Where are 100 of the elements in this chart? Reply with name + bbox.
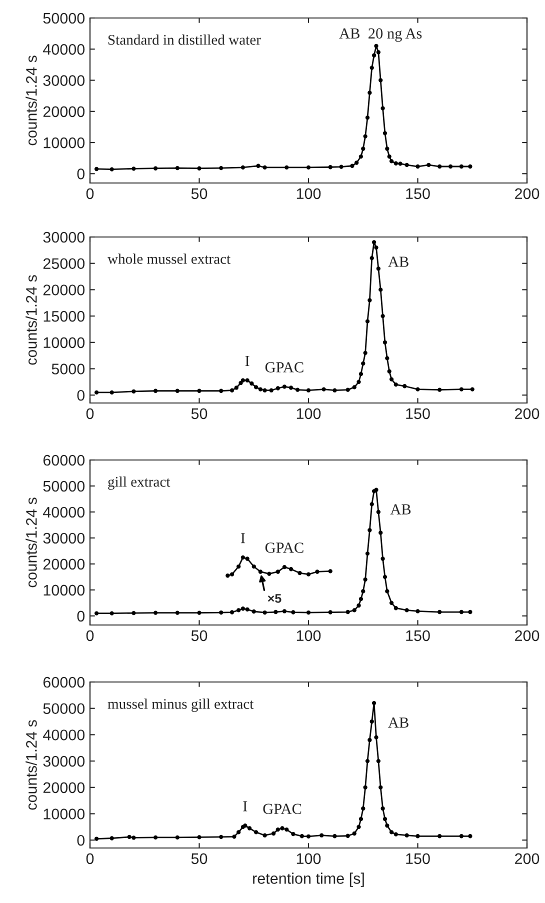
annotation: GPAC <box>265 362 304 372</box>
point <box>282 609 287 614</box>
point <box>219 388 224 393</box>
point <box>153 835 158 840</box>
point <box>328 610 332 614</box>
point <box>252 564 256 569</box>
y-tick-label: 0 <box>77 168 85 180</box>
point <box>470 387 474 392</box>
x-tick-label: 100 <box>296 408 321 420</box>
point <box>438 388 442 392</box>
annotation: I <box>243 801 248 812</box>
point <box>254 385 258 390</box>
y-tick-label: 30000 <box>43 232 85 243</box>
point <box>236 564 241 569</box>
annotation: AB <box>388 717 408 728</box>
y-tick-label: 5000 <box>52 364 85 374</box>
x-axis-title: retention time [s] <box>253 872 364 887</box>
point <box>416 387 420 392</box>
point <box>448 164 453 169</box>
annotation: GPAC <box>263 804 302 814</box>
point <box>291 610 296 614</box>
point <box>382 816 388 822</box>
point <box>352 385 356 390</box>
point <box>394 382 398 387</box>
point <box>346 610 350 614</box>
y-tick-label: 30000 <box>43 756 85 767</box>
point <box>361 146 366 151</box>
point <box>404 608 409 612</box>
point <box>374 44 378 48</box>
point <box>438 164 442 169</box>
point <box>374 488 378 492</box>
y-axis-title: counts/1.24 s <box>26 720 37 810</box>
point <box>262 388 267 392</box>
point <box>94 836 99 841</box>
y-tick-label: 0 <box>77 834 85 846</box>
point <box>276 570 280 574</box>
point <box>404 833 409 838</box>
point <box>365 319 370 324</box>
point <box>358 372 364 376</box>
y-tick-label: 30000 <box>43 532 85 544</box>
point <box>110 167 114 172</box>
point <box>368 528 372 532</box>
annotation: ×5 <box>268 594 282 603</box>
point <box>315 570 320 574</box>
point <box>358 154 364 159</box>
point <box>352 831 356 836</box>
point <box>175 388 180 393</box>
point <box>365 116 370 120</box>
y-tick-label: 0 <box>77 390 85 401</box>
y-tick-label: 0 <box>77 610 85 622</box>
point <box>374 735 378 740</box>
point <box>267 572 272 576</box>
y-tick-label: 40000 <box>43 730 85 740</box>
point <box>361 589 366 594</box>
point <box>370 502 374 506</box>
point <box>240 165 246 170</box>
x-tick-label: 0 <box>86 630 94 642</box>
point <box>110 836 114 840</box>
point <box>378 785 383 790</box>
point <box>256 164 260 168</box>
point <box>300 834 304 838</box>
point <box>370 719 374 724</box>
y-tick-label: 60000 <box>43 454 85 466</box>
y-axis-title: counts/1.24 s <box>26 275 37 365</box>
y-tick-label: 20000 <box>43 782 85 794</box>
point <box>236 830 241 834</box>
point <box>372 53 376 58</box>
point <box>288 567 294 572</box>
annotation: I <box>245 356 250 366</box>
point <box>380 806 385 811</box>
point <box>404 162 409 168</box>
point <box>438 610 442 614</box>
point <box>459 834 464 838</box>
y-tick-label: 15000 <box>44 310 85 322</box>
point <box>368 90 372 95</box>
point <box>378 78 383 82</box>
point <box>230 388 234 392</box>
point <box>322 387 326 392</box>
point <box>274 610 278 614</box>
point <box>385 146 390 151</box>
text: whole mussel extract <box>107 254 231 264</box>
point <box>240 378 246 382</box>
point <box>352 608 356 612</box>
x-tick-label: 50 <box>191 188 208 200</box>
point <box>284 827 289 832</box>
point <box>234 386 238 390</box>
point <box>356 603 361 608</box>
x-tick-label: 200 <box>515 408 540 420</box>
y-tick-label: 25000 <box>43 258 85 270</box>
point <box>376 266 381 271</box>
y-tick-label: 50000 <box>43 703 85 714</box>
point <box>387 369 392 374</box>
point <box>219 834 224 840</box>
point <box>230 610 234 614</box>
point <box>354 160 359 165</box>
text: gill extract <box>108 476 170 490</box>
point <box>230 572 234 576</box>
point <box>110 611 114 616</box>
point <box>306 572 311 576</box>
point <box>306 834 311 838</box>
